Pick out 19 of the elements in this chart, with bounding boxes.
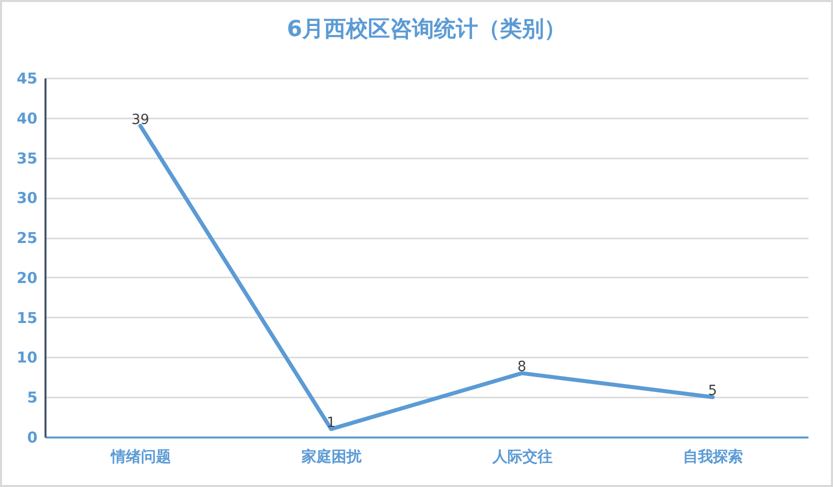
y-tick-label: 20 xyxy=(16,268,38,287)
data-label: 5 xyxy=(708,383,718,400)
chart-title: 6月西校区咨询统计（类别） xyxy=(286,16,566,42)
y-tick-label: 45 xyxy=(16,70,38,88)
x-tick-label: 家庭困扰 xyxy=(300,448,363,466)
y-tick-label: 10 xyxy=(16,348,38,367)
y-tick-label: 15 xyxy=(16,308,38,327)
line-series xyxy=(138,124,715,432)
y-tick-label: 25 xyxy=(16,229,38,248)
y-tick-label: 0 xyxy=(27,428,38,446)
x-tick-label: 人际交往 xyxy=(491,448,552,466)
y-tick-label: 30 xyxy=(16,189,38,208)
y-tick-label: 40 xyxy=(16,109,38,128)
y-tick-label: 5 xyxy=(27,388,38,407)
data-label: 8 xyxy=(517,359,526,376)
data-label: 39 xyxy=(131,112,150,128)
x-tick-label: 自我探索 xyxy=(683,448,744,466)
y-tick-label: 35 xyxy=(16,149,38,168)
x-tick-label: 情绪问题 xyxy=(110,448,171,466)
